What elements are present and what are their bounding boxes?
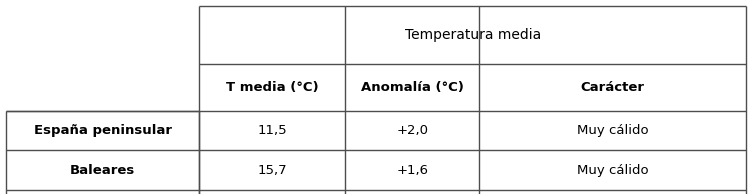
Text: 11,5: 11,5: [258, 124, 287, 137]
Text: Temperatura media: Temperatura media: [405, 28, 541, 42]
Text: Muy cálido: Muy cálido: [577, 164, 649, 177]
Text: +1,6: +1,6: [397, 164, 428, 177]
Text: España peninsular: España peninsular: [34, 124, 171, 137]
Text: Baleares: Baleares: [70, 164, 135, 177]
Text: Muy cálido: Muy cálido: [577, 124, 649, 137]
Text: +2,0: +2,0: [397, 124, 428, 137]
Text: Anomalía (°C): Anomalía (°C): [361, 81, 463, 94]
Text: T media (°C): T media (°C): [226, 81, 318, 94]
Text: 15,7: 15,7: [258, 164, 287, 177]
Text: Carácter: Carácter: [581, 81, 645, 94]
